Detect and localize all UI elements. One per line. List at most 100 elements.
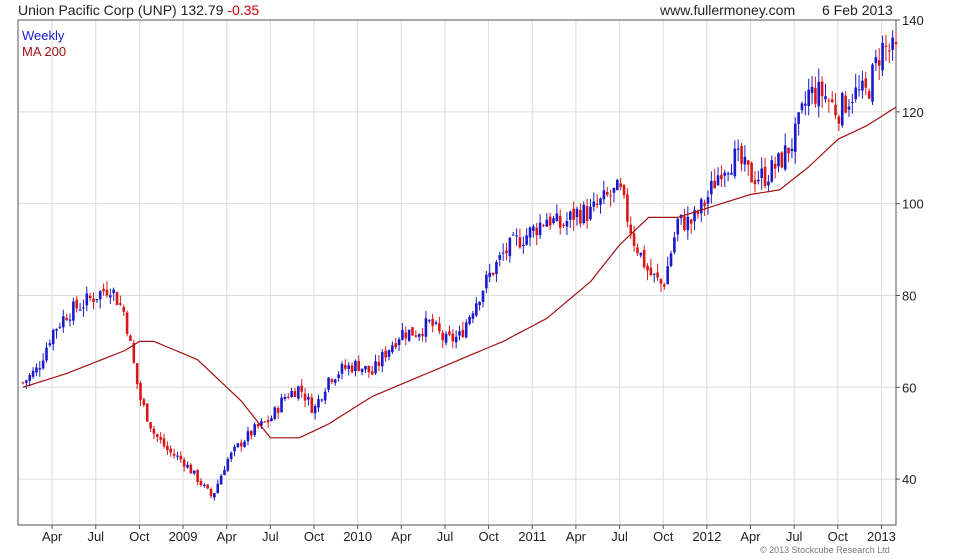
candle-body	[156, 434, 159, 438]
candle-body	[599, 198, 602, 205]
candle-body	[548, 216, 552, 226]
candle-body	[505, 250, 508, 254]
candle-body	[840, 93, 844, 126]
moving-average-series	[22, 106, 897, 439]
candle-body	[129, 335, 132, 341]
candle-body	[65, 317, 68, 321]
candle-body	[481, 290, 485, 302]
candle-body	[485, 274, 488, 289]
candle-body	[854, 87, 858, 100]
x-tick-label: 2012	[692, 529, 721, 544]
candle-body	[31, 370, 35, 377]
candle-body	[367, 365, 371, 373]
candle-body	[51, 329, 55, 345]
candle-body	[360, 368, 364, 372]
candle-body	[575, 208, 579, 218]
candle-body	[770, 160, 774, 182]
candle-body	[861, 80, 864, 91]
candle-body	[669, 253, 673, 266]
x-tick-label: Jul	[262, 529, 279, 544]
candle-body	[48, 343, 52, 346]
candle-body	[592, 201, 596, 207]
candle-body	[68, 319, 72, 321]
candle-body	[468, 316, 471, 324]
candle-body	[122, 307, 126, 312]
candle-body	[162, 438, 166, 447]
candle-body	[716, 175, 720, 186]
candle-body	[824, 96, 827, 100]
candle-body	[723, 172, 727, 176]
candle-body	[464, 322, 468, 338]
candle-body	[380, 352, 384, 367]
candle-body	[501, 252, 505, 254]
candle-body	[535, 227, 539, 236]
chart-legend: Weekly MA 200	[22, 28, 66, 60]
y-tick-label: 40	[902, 472, 916, 487]
candle-body	[495, 262, 498, 275]
candle-body	[649, 267, 653, 276]
candle-body	[458, 331, 461, 336]
candle-body	[229, 452, 233, 459]
candle-body	[696, 212, 700, 215]
candle-body	[864, 78, 868, 88]
candle-body	[814, 87, 817, 104]
candle-body	[283, 396, 287, 400]
chart-header: Union Pacific Corp (UNP) 132.79 -0.35 ww…	[0, 0, 980, 20]
candle-body	[894, 41, 898, 45]
candle-body	[438, 323, 441, 332]
copyright-notice: © 2013 Stockcube Research Ltd	[760, 545, 890, 555]
candle-body	[142, 399, 146, 405]
candle-body	[149, 422, 152, 429]
candle-body	[569, 211, 572, 220]
candle-body	[525, 235, 528, 245]
candle-body	[236, 443, 240, 448]
candle-body	[109, 295, 112, 298]
candle-body	[693, 210, 696, 222]
candle-body	[448, 331, 451, 335]
candle-body	[793, 123, 797, 152]
candle-body	[663, 284, 666, 287]
candle-body	[172, 453, 176, 456]
candle-body	[206, 484, 209, 489]
candle-body	[646, 265, 649, 271]
candle-body	[710, 180, 713, 195]
candle-body	[807, 89, 810, 106]
candle-body	[558, 215, 562, 228]
candle-body	[340, 363, 344, 374]
candle-body	[431, 318, 434, 326]
candle-body	[169, 448, 173, 453]
candle-body	[508, 237, 512, 257]
candle-body	[199, 480, 203, 486]
candle-body	[313, 406, 317, 414]
x-tick-label: 2013	[867, 529, 896, 544]
candle-body	[720, 174, 723, 180]
candle-body	[192, 470, 196, 474]
candle-body	[401, 329, 404, 340]
candle-body	[125, 312, 129, 334]
candle-body	[817, 81, 821, 107]
candle-body	[804, 103, 807, 106]
candle-body	[783, 145, 787, 170]
candle-body	[706, 197, 710, 204]
candle-body	[589, 206, 592, 220]
candle-body	[417, 334, 421, 337]
candle-body	[424, 318, 428, 337]
candle-body	[626, 194, 629, 222]
candle-body	[827, 100, 831, 102]
x-tick-label: Apr	[217, 529, 238, 544]
candle-body	[72, 301, 75, 321]
candle-body	[223, 470, 226, 476]
candle-body	[112, 289, 115, 294]
x-tick-label: 2009	[169, 529, 198, 544]
candle-body	[394, 343, 398, 348]
candle-body	[666, 266, 669, 285]
candle-body	[434, 322, 438, 324]
candle-body	[320, 399, 324, 401]
candle-body	[834, 104, 837, 116]
candle-body	[159, 437, 162, 440]
candle-body	[78, 309, 82, 311]
candle-body	[397, 339, 401, 346]
candle-body	[323, 391, 327, 401]
candle-body	[290, 391, 293, 398]
